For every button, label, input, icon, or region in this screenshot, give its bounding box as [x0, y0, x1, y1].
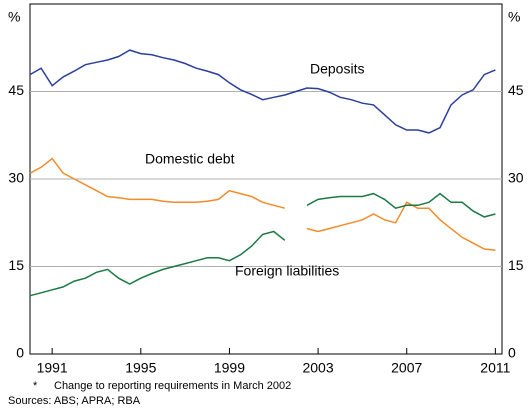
- footnote: Change to reporting requirements in Marc…: [54, 380, 291, 392]
- series-label: Foreign liabilities: [235, 263, 339, 279]
- series-label: Deposits: [310, 61, 364, 77]
- footnote-marker: *: [33, 380, 38, 392]
- y-unit-left: %: [8, 9, 20, 25]
- series-line: [29, 49, 496, 134]
- series-line: [29, 157, 496, 251]
- series-line: [29, 192, 496, 297]
- x-tick-label: 2003: [302, 360, 333, 376]
- series-label: Domestic debt: [145, 151, 235, 167]
- y-unit-right: %: [508, 9, 520, 25]
- y-tick-label: 15: [8, 257, 24, 273]
- y-tick-label: 30: [8, 170, 24, 186]
- y-tick-label: 0: [16, 345, 24, 361]
- y2-tick-label: 30: [508, 170, 524, 186]
- x-tick-label: 1995: [125, 360, 156, 376]
- x-tick-label: 2011: [480, 360, 510, 376]
- y2-tick-label: 15: [508, 257, 524, 273]
- y-tick-label: 45: [8, 82, 24, 98]
- sources: Sources: ABS; APRA; RBA: [8, 395, 141, 407]
- y2-tick-label: 0: [508, 345, 516, 361]
- x-tick-label: 1991: [37, 360, 68, 376]
- x-tick-label: 1999: [214, 360, 245, 376]
- x-tick-label: 2007: [391, 360, 422, 376]
- y2-tick-label: 45: [508, 82, 524, 98]
